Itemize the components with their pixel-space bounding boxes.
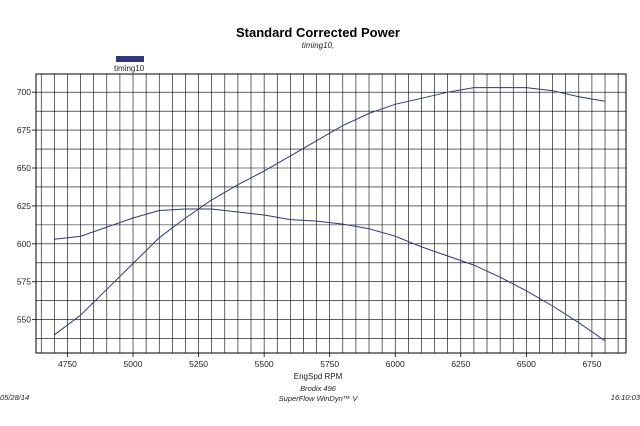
y-axis-ticks: 550 575 600 625 650 675 700	[17, 87, 36, 325]
x-tick-label: 5750	[320, 359, 339, 369]
footer-date: 05/28/14	[0, 393, 29, 402]
plot-frame	[35, 73, 627, 354]
chart-subtitle: timing10,	[302, 41, 334, 50]
y-tick-label: 600	[17, 239, 31, 249]
x-tick-label: 4750	[58, 359, 77, 369]
footer-engine: Brodix 496	[300, 384, 337, 393]
x-tick-label: 6000	[386, 359, 405, 369]
y-tick-label: 650	[17, 163, 31, 173]
y-tick-label: 700	[17, 87, 31, 97]
x-tick-label: 6500	[517, 359, 536, 369]
series-line-1	[54, 87, 606, 336]
y-tick-label: 550	[17, 315, 31, 325]
x-tick-label: 5500	[255, 359, 274, 369]
x-tick-label: 5250	[189, 359, 208, 369]
legend-swatch	[116, 56, 144, 62]
legend: timing10	[114, 56, 145, 73]
x-axis-ticks: 4750 5000 5250 5500 5750 6000 6250 6500 6750	[58, 353, 602, 369]
series-line-2	[54, 208, 606, 342]
legend-label: timing10	[114, 64, 145, 73]
y-tick-label: 675	[17, 125, 31, 135]
chart-title: Standard Corrected Power	[236, 25, 400, 40]
grid	[36, 74, 626, 353]
footer-time: 16:10:03	[611, 393, 640, 402]
x-tick-label: 5000	[124, 359, 143, 369]
x-axis-label: EngSpd RPM	[294, 372, 343, 381]
footer-software: SuperFlow WinDyn™ V	[279, 394, 359, 403]
x-tick-label: 6250	[451, 359, 470, 369]
series-group	[54, 87, 606, 342]
x-tick-label: 6750	[582, 359, 601, 369]
y-tick-label: 625	[17, 201, 31, 211]
y-tick-label: 575	[17, 277, 31, 287]
